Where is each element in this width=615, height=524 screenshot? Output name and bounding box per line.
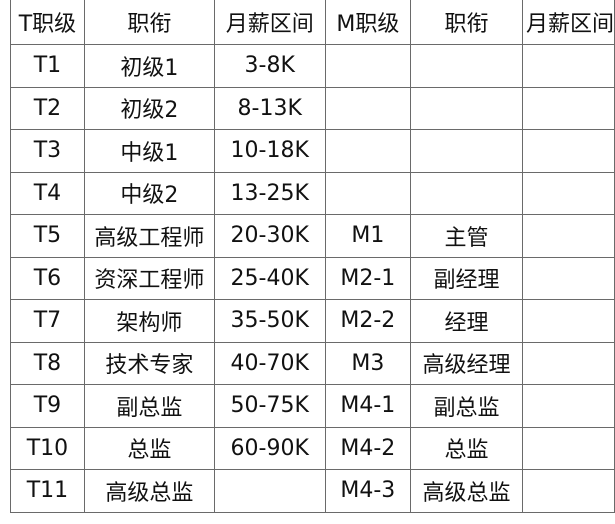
- cell-t-title: 副总监: [83, 384, 215, 428]
- cell-m-title: [410, 171, 523, 215]
- cell-t-title: 架构师: [83, 299, 215, 343]
- cell-t-level: T3: [10, 129, 85, 173]
- cell-m-level: M4-1: [324, 384, 412, 428]
- cell-salary-range: 40-70K: [213, 341, 326, 385]
- cell-m-title: [410, 86, 523, 130]
- cell-salary-range: 8-13K: [213, 86, 326, 130]
- level-salary-table: T职级 职衔 月薪区间 M职级 职衔 月薪区间 T1 初级1 3-8K T2 初级2 8-…: [10, 0, 615, 513]
- cell-m-salary-range: [521, 86, 615, 130]
- table-row: T2 初级2 8-13K: [10, 86, 615, 130]
- cell-m-title: 副经理: [410, 256, 523, 300]
- cell-t-level: T1: [10, 44, 85, 88]
- header-row: T职级 职衔 月薪区间 M职级 职衔 月薪区间: [10, 0, 615, 45]
- cell-m-title: 高级总监: [410, 469, 523, 513]
- cell-m-salary-range: [521, 426, 615, 470]
- cell-t-title: 中级1: [83, 129, 215, 173]
- cell-m-salary-range: [521, 299, 615, 343]
- table-row: T6 资深工程师 25-40K M2-1 副经理: [10, 256, 615, 300]
- table-row: T8 技术专家 40-70K M3 高级经理: [10, 341, 615, 385]
- cell-t-title: 技术专家: [83, 341, 215, 385]
- cell-m-level: M4-2: [324, 426, 412, 470]
- cell-m-salary-range: [521, 44, 615, 88]
- table-row: T10 总监 60-90K M4-2 总监: [10, 426, 615, 470]
- cell-salary-range: [213, 469, 326, 513]
- cell-m-salary-range: [521, 171, 615, 215]
- cell-salary-range: 60-90K: [213, 426, 326, 470]
- cell-salary-range: 10-18K: [213, 129, 326, 173]
- cell-m-title: 主管: [410, 214, 523, 258]
- cell-m-title: [410, 129, 523, 173]
- header-salary-range: 月薪区间: [213, 0, 326, 45]
- cell-t-level: T7: [10, 299, 85, 343]
- cell-t-level: T9: [10, 384, 85, 428]
- cell-salary-range: 20-30K: [213, 214, 326, 258]
- cell-t-level: T8: [10, 341, 85, 385]
- cell-m-level: [324, 44, 412, 88]
- cell-m-level: [324, 86, 412, 130]
- table-row: T11 高级总监 M4-3 高级总监: [10, 469, 615, 513]
- cell-salary-range: 50-75K: [213, 384, 326, 428]
- table-row: T4 中级2 13-25K: [10, 171, 615, 215]
- cell-m-level: [324, 171, 412, 215]
- table-row: T5 高级工程师 20-30K M1 主管: [10, 214, 615, 258]
- cell-t-title: 高级工程师: [83, 214, 215, 258]
- cell-salary-range: 35-50K: [213, 299, 326, 343]
- cell-m-salary-range: [521, 469, 615, 513]
- cell-m-title: 经理: [410, 299, 523, 343]
- cell-t-level: T4: [10, 171, 85, 215]
- table-row: T7 架构师 35-50K M2-2 经理: [10, 299, 615, 343]
- cell-m-salary-range: [521, 256, 615, 300]
- header-t-title: 职衔: [83, 0, 215, 45]
- header-t-level: T职级: [10, 0, 85, 45]
- cell-m-salary-range: [521, 341, 615, 385]
- cell-t-title: 中级2: [83, 171, 215, 215]
- header-m-salary-range: 月薪区间: [521, 0, 615, 45]
- cell-salary-range: 13-25K: [213, 171, 326, 215]
- cell-t-title: 初级2: [83, 86, 215, 130]
- cell-t-level: T6: [10, 256, 85, 300]
- cell-t-title: 初级1: [83, 44, 215, 88]
- cell-salary-range: 25-40K: [213, 256, 326, 300]
- header-m-level: M职级: [324, 0, 412, 45]
- cell-m-title: 高级经理: [410, 341, 523, 385]
- cell-m-level: M2-2: [324, 299, 412, 343]
- table-row: T9 副总监 50-75K M4-1 副总监: [10, 384, 615, 428]
- cell-m-title: 副总监: [410, 384, 523, 428]
- cell-t-level: T2: [10, 86, 85, 130]
- cell-m-title: 总监: [410, 426, 523, 470]
- cell-m-level: [324, 129, 412, 173]
- cell-t-title: 高级总监: [83, 469, 215, 513]
- cell-m-level: M2-1: [324, 256, 412, 300]
- cell-t-title: 资深工程师: [83, 256, 215, 300]
- cell-m-salary-range: [521, 129, 615, 173]
- cell-m-level: M4-3: [324, 469, 412, 513]
- cell-t-title: 总监: [83, 426, 215, 470]
- cell-t-level: T5: [10, 214, 85, 258]
- table-row: T3 中级1 10-18K: [10, 129, 615, 173]
- cell-m-level: M3: [324, 341, 412, 385]
- cell-salary-range: 3-8K: [213, 44, 326, 88]
- cell-t-level: T11: [10, 469, 85, 513]
- table-row: T1 初级1 3-8K: [10, 44, 615, 88]
- cell-m-salary-range: [521, 214, 615, 258]
- header-m-title: 职衔: [410, 0, 523, 45]
- cell-m-salary-range: [521, 384, 615, 428]
- cell-t-level: T10: [10, 426, 85, 470]
- cell-m-title: [410, 44, 523, 88]
- cell-m-level: M1: [324, 214, 412, 258]
